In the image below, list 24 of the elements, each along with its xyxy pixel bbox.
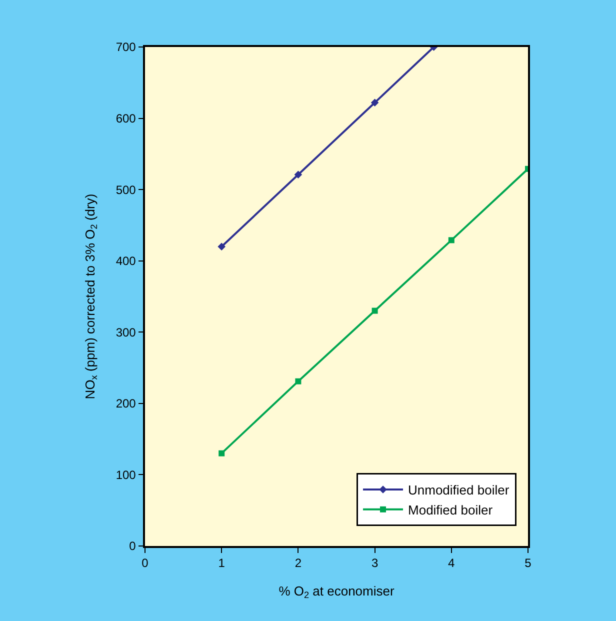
x-tick-label: 2	[294, 556, 302, 570]
x-tick-label: 0	[142, 556, 149, 570]
y-tick-label: 300	[116, 325, 136, 340]
x-axis-title: % O$_{2}$ at economiser	[278, 584, 395, 600]
legend-label: Unmodified boiler	[408, 482, 510, 498]
y-tick-label: 500	[116, 182, 136, 197]
y-tick-label: 100	[116, 468, 136, 482]
y-tick-label: 200	[116, 396, 136, 411]
x-tick-label: 3	[371, 556, 378, 570]
y-tick-label: 700	[116, 40, 136, 54]
point	[295, 378, 302, 384]
point	[294, 170, 302, 178]
point	[218, 242, 226, 250]
y-tick-label: 400	[116, 254, 136, 268]
x-tick-label: 4	[448, 556, 456, 570]
x-tick-label: 1	[218, 556, 226, 570]
point	[370, 98, 379, 106]
point	[218, 450, 225, 456]
point	[372, 308, 378, 314]
x-tick-label: 5	[524, 556, 532, 570]
y-tick-label: 0	[129, 539, 136, 554]
y-tick-label: 600	[116, 111, 136, 126]
legend-label: Modified boiler	[408, 502, 494, 518]
point	[448, 237, 454, 244]
